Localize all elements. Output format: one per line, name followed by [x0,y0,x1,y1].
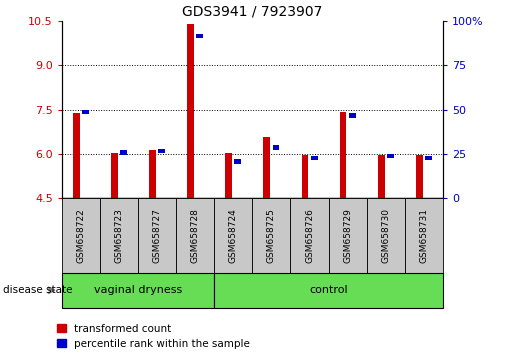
Bar [425,156,432,160]
Text: vaginal dryness: vaginal dryness [94,285,182,295]
Bar [73,113,80,198]
Bar [111,153,118,198]
Text: GSM658722: GSM658722 [76,208,85,263]
Bar [82,110,89,114]
Bar [196,34,203,38]
Bar [234,159,242,164]
FancyBboxPatch shape [138,198,176,273]
Bar [263,137,270,198]
Bar [272,145,280,150]
FancyBboxPatch shape [214,273,443,308]
Text: GSM658728: GSM658728 [191,208,200,263]
Text: control: control [309,285,348,295]
Bar [387,154,394,159]
Text: GSM658729: GSM658729 [343,208,352,263]
Bar [149,149,156,198]
FancyBboxPatch shape [329,198,367,273]
FancyBboxPatch shape [100,198,138,273]
FancyBboxPatch shape [62,198,100,273]
Legend: transformed count, percentile rank within the sample: transformed count, percentile rank withi… [57,324,250,349]
Bar [158,149,165,153]
Text: GSM658723: GSM658723 [114,208,124,263]
Bar [377,155,385,198]
Text: GSM658726: GSM658726 [305,208,314,263]
Bar [416,155,423,198]
Bar [225,153,232,198]
Text: GSM658727: GSM658727 [152,208,162,263]
Text: GSM658731: GSM658731 [419,208,428,263]
Bar [311,156,318,160]
FancyBboxPatch shape [176,198,214,273]
Text: disease state: disease state [3,285,72,295]
Text: GSM658725: GSM658725 [267,208,276,263]
FancyBboxPatch shape [367,198,405,273]
Text: GSM658730: GSM658730 [381,208,390,263]
FancyBboxPatch shape [214,198,252,273]
FancyBboxPatch shape [405,198,443,273]
Bar [339,112,347,198]
Bar [187,24,194,198]
Title: GDS3941 / 7923907: GDS3941 / 7923907 [182,5,322,19]
FancyBboxPatch shape [62,273,214,308]
Bar [349,113,356,118]
Bar [120,150,127,155]
Bar [301,155,308,198]
Text: GSM658724: GSM658724 [229,208,238,263]
FancyBboxPatch shape [252,198,290,273]
FancyBboxPatch shape [290,198,329,273]
